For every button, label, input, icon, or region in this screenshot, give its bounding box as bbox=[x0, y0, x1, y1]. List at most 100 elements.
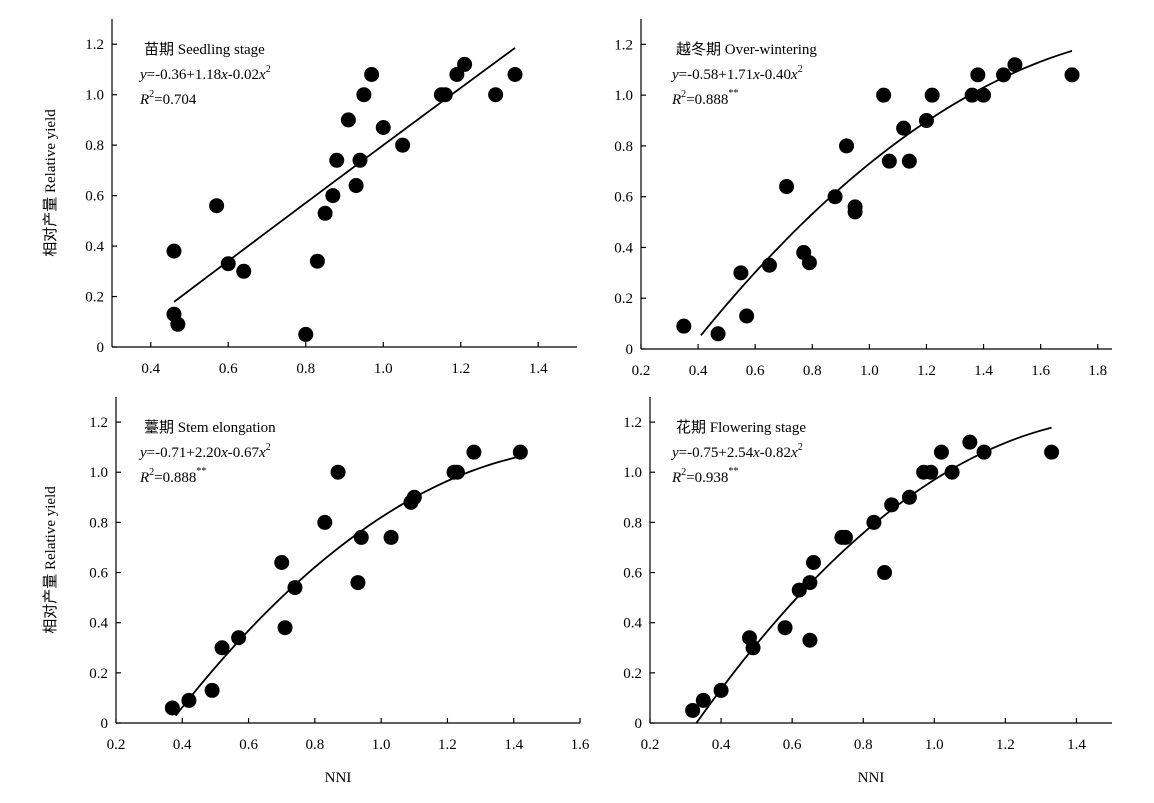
x-axis-label: NNI bbox=[325, 770, 352, 786]
chart-panel-3: 0 0.2 0.4 0.6 0.8 1.0 1.2 0.2 0.4 0.6 0.8 1.0 1.2 1.4… bbox=[42, 397, 590, 786]
data-point bbox=[695, 692, 711, 708]
x-tick-label: 0.6 bbox=[746, 363, 765, 379]
eq-sup: 2 bbox=[266, 64, 271, 75]
data-point bbox=[1007, 57, 1023, 73]
data-point bbox=[801, 255, 817, 271]
x-tick-label: 1.6 bbox=[1031, 363, 1050, 379]
y-tick-label: 0.6 bbox=[623, 566, 642, 582]
chart-panel-1: 0 0.2 0.4 0.6 0.8 1.0 1.2 0.4 0.6 0.8 1.0 1.2 1.4 相对产… bbox=[42, 19, 577, 377]
x-tick-label: 0.2 bbox=[632, 363, 651, 379]
data-point bbox=[791, 582, 807, 598]
data-point bbox=[802, 575, 818, 591]
x-tick-label: 1.8 bbox=[1088, 363, 1107, 379]
eq-sup: 2 bbox=[798, 64, 803, 75]
y-tick-label: 0.2 bbox=[614, 291, 633, 307]
x-tick-label: 0.8 bbox=[854, 737, 873, 753]
eq-y: y bbox=[138, 67, 147, 83]
data-point bbox=[164, 700, 180, 716]
x-tick-label: 0.6 bbox=[219, 361, 238, 377]
data-point bbox=[713, 682, 729, 698]
data-point bbox=[309, 253, 325, 269]
data-point bbox=[209, 198, 225, 214]
eq-y: y bbox=[670, 445, 679, 461]
r2-significance: ** bbox=[728, 88, 738, 99]
y-tick-label: 0.4 bbox=[614, 240, 633, 256]
x-tick-label: 1.6 bbox=[571, 737, 590, 753]
data-point bbox=[353, 529, 369, 545]
data-point bbox=[274, 555, 290, 571]
x-tick-label: 1.4 bbox=[1067, 737, 1086, 753]
data-point bbox=[350, 575, 366, 591]
data-point bbox=[181, 692, 197, 708]
data-point bbox=[170, 316, 186, 332]
r2-value: =0.888 bbox=[154, 470, 196, 486]
x-tick-label: 0.4 bbox=[173, 737, 192, 753]
data-point bbox=[277, 620, 293, 636]
data-point bbox=[449, 464, 465, 480]
x-tick-label: 1.4 bbox=[974, 363, 993, 379]
eq-y: y bbox=[670, 67, 679, 83]
data-point bbox=[488, 87, 504, 103]
eq-prefix: =-0.58+1.71 bbox=[679, 67, 753, 83]
data-point bbox=[329, 152, 345, 168]
r2-sup: 2 bbox=[149, 467, 154, 478]
data-point bbox=[901, 489, 917, 505]
fit-equation: y=-0.58+1.71x-0.40x2 bbox=[670, 64, 803, 83]
data-point bbox=[779, 179, 795, 195]
y-tick-label: 1.2 bbox=[89, 415, 108, 431]
data-point bbox=[383, 529, 399, 545]
x-tick-label: 0.4 bbox=[141, 361, 160, 377]
data-point bbox=[340, 112, 356, 128]
y-tick-label: 0.2 bbox=[89, 666, 108, 682]
y-tick-label: 1.0 bbox=[623, 465, 642, 481]
data-point bbox=[884, 497, 900, 513]
y-tick-label: 0.8 bbox=[614, 139, 633, 155]
eq-prefix: =-0.75+2.54 bbox=[679, 445, 754, 461]
data-point bbox=[802, 632, 818, 648]
data-point bbox=[356, 87, 372, 103]
y-tick-label: 0.4 bbox=[89, 616, 108, 632]
panel-title: 花期 Flowering stage bbox=[676, 419, 806, 436]
data-point bbox=[325, 188, 341, 204]
data-point bbox=[437, 87, 453, 103]
eq-mid: -0.67 bbox=[228, 445, 260, 461]
data-point bbox=[466, 444, 482, 460]
r2-significance: ** bbox=[728, 466, 738, 477]
data-point bbox=[901, 153, 917, 169]
data-point bbox=[406, 489, 422, 505]
r-squared: R2=0.888** bbox=[139, 466, 206, 486]
r2-r: R bbox=[139, 92, 149, 108]
data-point bbox=[805, 555, 821, 571]
x-tick-label: 1.2 bbox=[451, 361, 470, 377]
data-point bbox=[395, 137, 411, 153]
data-point bbox=[507, 67, 523, 83]
eq-mid: -0.02 bbox=[228, 67, 259, 83]
r2-value: =0.938 bbox=[686, 470, 728, 486]
data-point bbox=[214, 640, 230, 656]
y-tick-label: 0.2 bbox=[623, 666, 642, 682]
fit-equation: y=-0.75+2.54x-0.82x2 bbox=[670, 442, 803, 461]
eq-y: y bbox=[138, 445, 147, 461]
data-point bbox=[877, 565, 893, 581]
x-tick-label: 1.0 bbox=[374, 361, 393, 377]
y-tick-label: 0.6 bbox=[85, 189, 104, 205]
data-point bbox=[996, 67, 1012, 83]
data-point bbox=[317, 205, 333, 221]
y-tick-label: 0 bbox=[97, 340, 105, 356]
eq-prefix: =-0.36+1.18 bbox=[147, 67, 221, 83]
r-squared: R2=0.888** bbox=[671, 88, 738, 108]
data-point bbox=[1044, 444, 1060, 460]
eq-x2: x bbox=[258, 445, 266, 461]
data-point bbox=[924, 87, 940, 103]
y-tick-label: 0.8 bbox=[89, 515, 108, 531]
x-tick-label: 0.8 bbox=[296, 361, 315, 377]
data-point bbox=[837, 529, 853, 545]
eq-x2: x bbox=[790, 445, 798, 461]
data-point bbox=[839, 138, 855, 154]
x-tick-label: 0.2 bbox=[107, 737, 126, 753]
data-point bbox=[739, 308, 755, 324]
y-tick-label: 0.6 bbox=[614, 190, 633, 206]
y-tick-label: 1.0 bbox=[89, 465, 108, 481]
r2-value: =0.888 bbox=[686, 92, 728, 108]
